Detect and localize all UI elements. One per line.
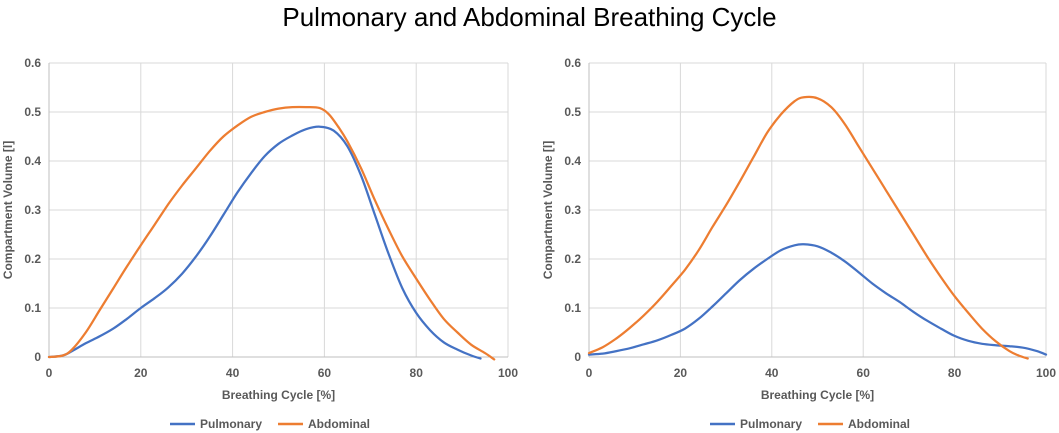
legend-label-abdominal: Abdominal — [308, 417, 370, 431]
x-tick-label: 100 — [498, 366, 518, 380]
y-tick-label: 0.4 — [564, 154, 581, 168]
y-tick-label: 0.1 — [564, 301, 581, 315]
x-tick-label: 0 — [586, 366, 593, 380]
series-line-abdominal — [587, 95, 1029, 360]
x-tick-label: 80 — [410, 366, 424, 380]
y-axis-title: Compartment Volume [l] — [541, 141, 555, 279]
legend-label-abdominal: Abdominal — [848, 417, 910, 431]
y-tick-label: 0.4 — [24, 154, 41, 168]
y-tick-label: 0 — [34, 350, 41, 364]
x-tick-label: 40 — [226, 366, 240, 380]
x-tick-label: 100 — [1036, 366, 1056, 380]
y-tick-label: 0.3 — [564, 203, 581, 217]
x-tick-label: 0 — [46, 366, 53, 380]
x-axis-title: Breathing Cycle [%] — [222, 388, 335, 402]
legend-label-pulmonary: Pulmonary — [740, 417, 802, 431]
y-tick-label: 0.2 — [564, 252, 581, 266]
y-tick-label: 0.2 — [24, 252, 41, 266]
series-line-pulmonary — [587, 243, 1048, 356]
x-tick-label: 60 — [318, 366, 332, 380]
page-title: Pulmonary and Abdominal Breathing Cycle — [282, 2, 777, 32]
x-tick-label: 80 — [948, 366, 962, 380]
chart-panel-1: 0 20 40 60 80 100 0 0.1 0.2 0.3 0.4 0.5 0.6 Breathing… — [1, 56, 518, 431]
series-line-abdominal — [47, 105, 496, 361]
y-tick-label: 0.3 — [24, 203, 41, 217]
x-tick-label: 20 — [674, 366, 688, 380]
y-tick-label: 0 — [574, 350, 581, 364]
x-axis-title: Breathing Cycle [%] — [761, 388, 874, 402]
x-tick-label: 40 — [765, 366, 779, 380]
series-line-pulmonary — [47, 125, 482, 360]
x-tick-label: 20 — [134, 366, 148, 380]
y-tick-label: 0.5 — [564, 105, 581, 119]
y-tick-label: 0.6 — [24, 56, 41, 70]
x-tick-label: 60 — [857, 366, 871, 380]
chart-panel-2: 0 20 40 60 80 100 0 0.1 0.2 0.3 0.4 0.5 0.6 Breathing… — [541, 56, 1056, 431]
y-tick-label: 0.6 — [564, 56, 581, 70]
y-tick-label: 0.5 — [24, 105, 41, 119]
y-axis-title: Compartment Volume [l] — [1, 141, 15, 279]
y-tick-label: 0.1 — [24, 301, 41, 315]
legend-label-pulmonary: Pulmonary — [200, 417, 262, 431]
